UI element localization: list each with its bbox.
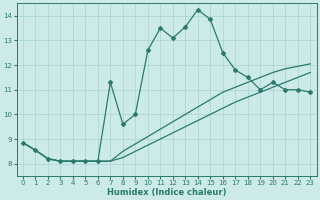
X-axis label: Humidex (Indice chaleur): Humidex (Indice chaleur) xyxy=(107,188,226,197)
